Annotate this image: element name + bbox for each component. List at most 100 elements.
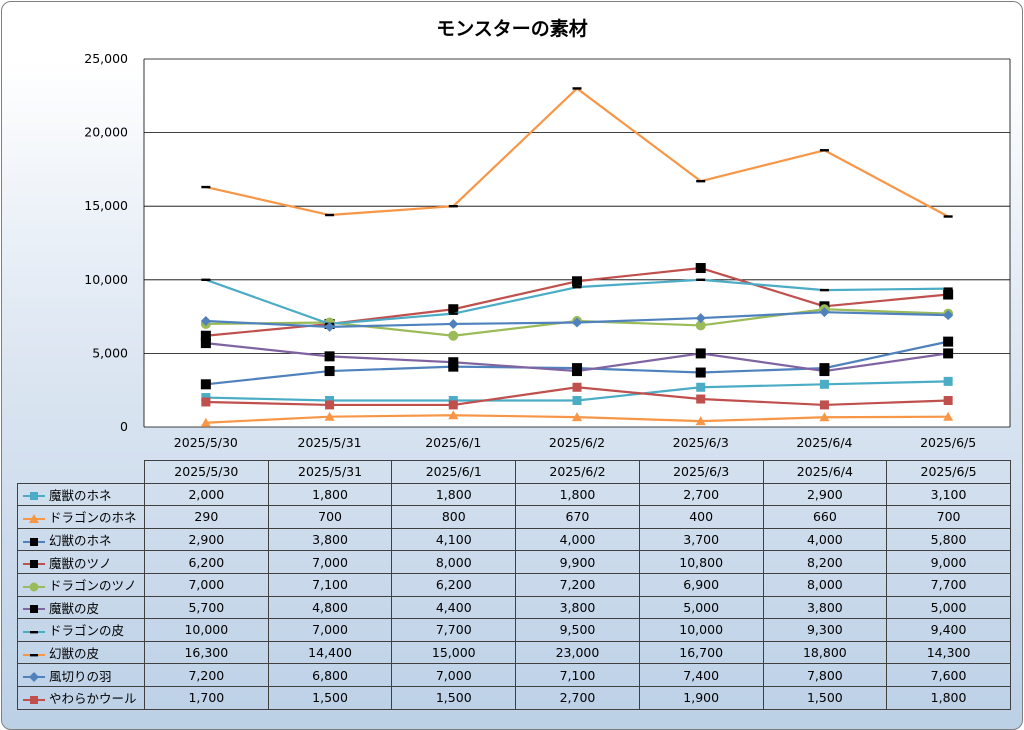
series-6-point xyxy=(943,348,954,359)
series-name: 幻獣のホネ xyxy=(49,533,112,549)
series-8-point xyxy=(943,215,953,218)
table-row: 風切りの羽 7,200 6,800 7,000 7,100 7,400 7,800 7,600 xyxy=(17,663,1011,687)
series-2-point xyxy=(324,411,335,421)
y-tick-label: 10,000 xyxy=(84,272,128,287)
series-3-point xyxy=(324,366,335,377)
legend-key-4 xyxy=(23,560,45,569)
x-tick-label: 2025/6/2 xyxy=(549,435,605,450)
legend-entry: ドラゴンのホネ xyxy=(17,505,145,529)
series-6-point xyxy=(448,357,459,368)
series-6-point xyxy=(324,351,335,362)
table-cell: 14,300 xyxy=(886,640,1011,665)
table-cell: 7,000 xyxy=(144,572,269,597)
series-4-point xyxy=(200,330,211,341)
data-table: 2025/5/30 2025/5/31 2025/6/1 2025/6/2 2025/6… xyxy=(17,460,1011,710)
table-cell: 4,800 xyxy=(267,595,393,620)
table-row: 魔獣のツノ 6,200 7,000 8,000 9,900 10,800 8,200 9,00… xyxy=(17,550,1011,574)
table-cell: 4,400 xyxy=(391,595,517,620)
series-2-point xyxy=(572,412,582,422)
series-name: ドラゴンのホネ xyxy=(49,510,137,526)
series-1-point xyxy=(696,382,706,392)
table-cell: 7,400 xyxy=(638,663,764,687)
table-cell: 3,700 xyxy=(638,527,764,552)
table-cell: 1,500 xyxy=(762,685,888,710)
series-6-point xyxy=(200,338,211,349)
legend-key-3 xyxy=(23,537,45,546)
series-8-point xyxy=(201,185,211,189)
table-cell: 4,000 xyxy=(762,527,888,552)
table-cell: 7,000 xyxy=(267,550,393,574)
table-cell: 7,700 xyxy=(886,572,1011,597)
table-cell: 3,800 xyxy=(515,595,640,620)
series-3-point xyxy=(943,336,954,347)
legend-key-7 xyxy=(23,630,45,634)
series-8-point xyxy=(696,179,706,183)
series-7-point xyxy=(696,278,706,281)
series-2-point xyxy=(943,411,954,421)
series-7-point xyxy=(201,278,211,281)
series-name: 魔獣のホネ xyxy=(49,487,112,503)
series-5-point xyxy=(695,320,706,331)
table-cell: 3,800 xyxy=(762,595,888,620)
x-tick-label: 2025/6/1 xyxy=(425,435,481,450)
table-cell: 16,700 xyxy=(638,640,764,665)
y-tick-label: 5,000 xyxy=(92,345,128,360)
series-name: 幻獣の皮 xyxy=(49,646,100,662)
table-cell: 400 xyxy=(638,505,764,529)
table-corner xyxy=(17,460,145,484)
series-4-point xyxy=(695,263,706,274)
series-9-point xyxy=(324,321,335,332)
series-5-point xyxy=(448,330,459,341)
table-header-date: 2025/6/3 xyxy=(638,460,764,484)
legend-entry: ドラゴンのツノ xyxy=(17,572,145,597)
table-cell: 700 xyxy=(267,505,393,529)
table-cell: 2,700 xyxy=(638,482,764,507)
series-8-point xyxy=(572,87,582,90)
table-row: 魔獣のホネ 2,000 1,800 1,800 1,800 2,700 2,900 3,100 xyxy=(17,482,1011,507)
series-4-point xyxy=(943,289,954,300)
legend-entry: 幻獣の皮 xyxy=(17,640,145,665)
series-3-point xyxy=(695,367,706,378)
series-8-point xyxy=(325,213,335,217)
x-tick-label: 2025/6/3 xyxy=(673,435,729,450)
series-2 xyxy=(200,410,954,427)
series-9-point xyxy=(572,317,582,328)
table-cell: 9,400 xyxy=(886,618,1011,642)
series-7-point xyxy=(448,312,458,315)
series-10-point xyxy=(819,400,829,410)
series-7-point xyxy=(819,288,829,292)
table-cell: 8,200 xyxy=(762,550,888,574)
table-cell: 6,900 xyxy=(638,572,764,597)
table-cell: 14,400 xyxy=(267,640,393,665)
legend-key-2 xyxy=(23,513,45,523)
series-10-point xyxy=(943,396,953,406)
table-cell: 5,800 xyxy=(886,527,1011,552)
table-cell: 3,100 xyxy=(886,482,1011,507)
table-cell: 7,600 xyxy=(886,663,1011,687)
series-10-point xyxy=(696,394,706,404)
table-cell: 1,800 xyxy=(886,685,1011,710)
table-cell: 10,000 xyxy=(638,618,764,642)
table-cell: 7,000 xyxy=(267,618,393,642)
table-cell: 7,100 xyxy=(267,572,393,597)
series-10-point xyxy=(325,400,335,410)
series-3-point xyxy=(200,379,211,390)
legend-entry: 幻獣のホネ xyxy=(17,527,145,552)
table-cell: 6,800 xyxy=(267,663,393,687)
series-4-point xyxy=(572,276,582,287)
table-cell: 5,700 xyxy=(144,595,269,620)
table-header-date: 2025/6/4 xyxy=(762,460,888,484)
table-cell: 8,000 xyxy=(391,550,517,574)
series-8-point xyxy=(448,205,458,208)
x-tick-label: 2025/5/30 xyxy=(174,435,238,450)
table-row: やわらかウール 1,700 1,500 1,500 2,700 1,900 1,500 1,8… xyxy=(17,685,1011,710)
table-cell: 1,800 xyxy=(267,482,393,507)
table-cell: 1,800 xyxy=(515,482,640,507)
table-cell: 7,000 xyxy=(391,663,517,687)
series-9 xyxy=(200,307,954,332)
table-cell: 4,100 xyxy=(391,527,517,552)
series-6-point xyxy=(819,366,830,377)
table-header-row: 2025/5/30 2025/5/31 2025/6/1 2025/6/2 2025/6… xyxy=(17,460,1011,484)
table-header-date: 2025/5/30 xyxy=(144,460,269,484)
table-row: ドラゴンのホネ 290 700 800 670 400 660 700 xyxy=(17,505,1011,529)
